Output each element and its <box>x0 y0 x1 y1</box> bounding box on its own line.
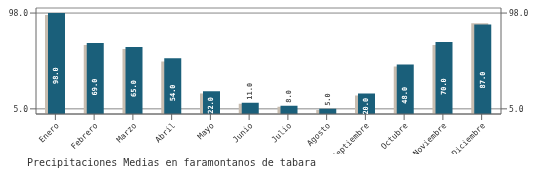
svg-text:Mayo: Mayo <box>196 121 216 141</box>
svg-text:98.0: 98.0 <box>9 9 28 18</box>
svg-text:5.0: 5.0 <box>509 105 524 114</box>
svg-text:5.0: 5.0 <box>14 105 29 114</box>
svg-text:Abril: Abril <box>154 121 178 145</box>
svg-text:Marzo: Marzo <box>115 121 139 145</box>
svg-text:87.0: 87.0 <box>479 72 487 89</box>
svg-text:Julio: Julio <box>270 121 294 145</box>
svg-text:Diciembre: Diciembre <box>450 121 487 154</box>
svg-text:98.0: 98.0 <box>53 67 61 84</box>
svg-text:70.0: 70.0 <box>440 78 448 95</box>
svg-text:11.0: 11.0 <box>246 83 254 100</box>
svg-text:5.0: 5.0 <box>324 93 332 106</box>
svg-text:Noviembre: Noviembre <box>411 121 448 154</box>
svg-text:Septiembre: Septiembre <box>330 121 371 154</box>
svg-text:Junio: Junio <box>231 121 255 145</box>
svg-text:54.0: 54.0 <box>169 84 177 101</box>
svg-text:8.0: 8.0 <box>285 90 293 103</box>
svg-text:Enero: Enero <box>37 121 61 145</box>
svg-text:22.0: 22.0 <box>208 97 216 114</box>
html-text:Precipitaciones Medias en fara: Precipitaciones Medias en faramontanos d… <box>27 157 316 168</box>
svg-text:98.0: 98.0 <box>509 9 528 18</box>
svg-text:Agosto: Agosto <box>305 121 332 148</box>
svg-text:Febrero: Febrero <box>69 121 99 151</box>
svg-text:65.0: 65.0 <box>130 80 138 97</box>
svg-text:69.0: 69.0 <box>91 79 99 96</box>
svg-text:20.0: 20.0 <box>363 98 371 115</box>
svg-text:48.0: 48.0 <box>401 87 409 104</box>
svg-text:Octubre: Octubre <box>379 121 409 151</box>
